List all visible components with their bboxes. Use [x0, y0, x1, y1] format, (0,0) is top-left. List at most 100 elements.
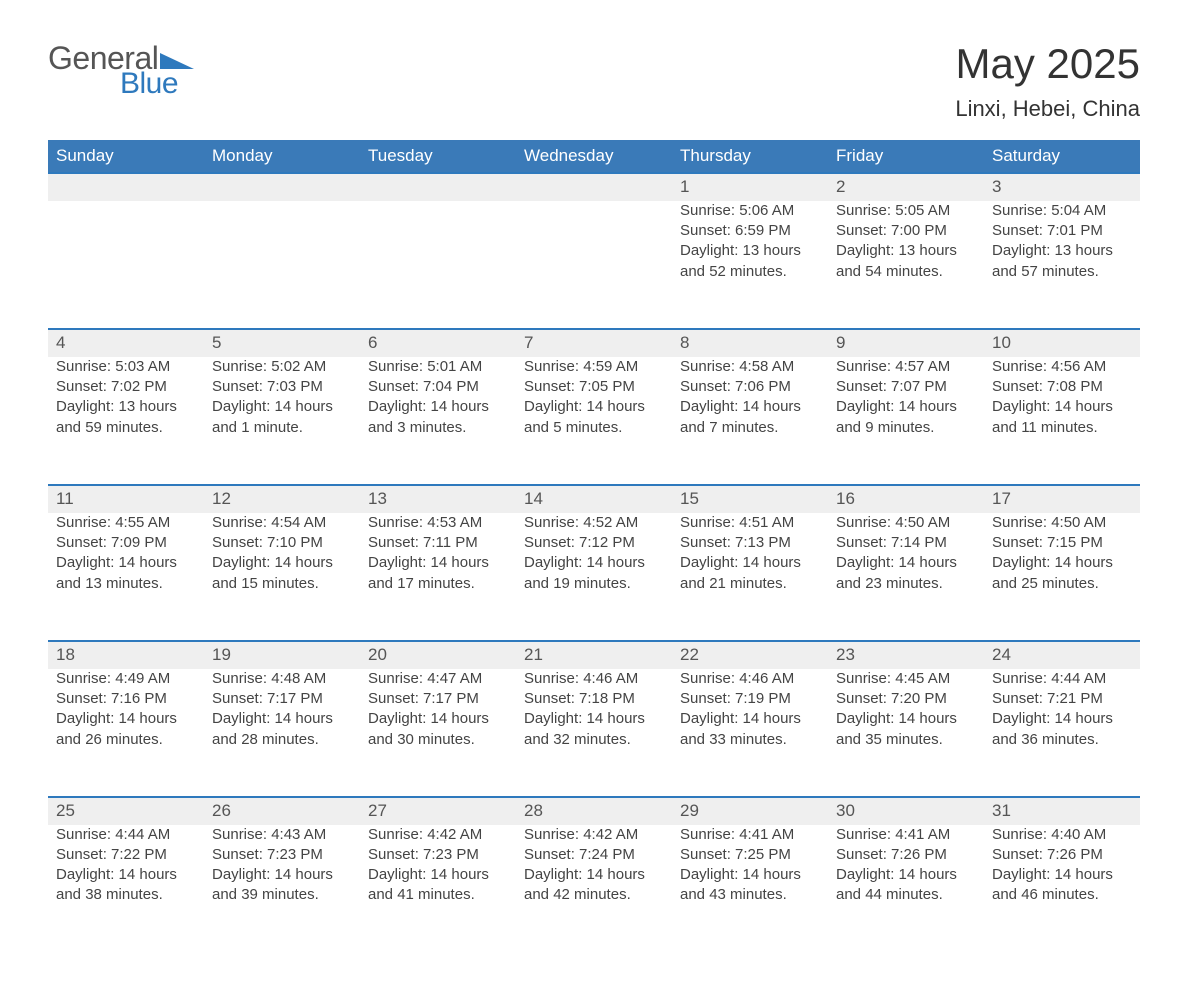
- daylight-value: Daylight: 14 hours and 11 minutes.: [992, 397, 1132, 438]
- sunset-value: Sunset: 7:24 PM: [524, 845, 664, 865]
- day-detail-row: Sunrise: 5:06 AMSunset: 6:59 PMDaylight:…: [48, 201, 1140, 329]
- empty-cell: [516, 173, 672, 201]
- day-number-row: 123: [48, 173, 1140, 201]
- daylight-value: Daylight: 14 hours and 9 minutes.: [836, 397, 976, 438]
- day-detail-cell: Sunrise: 5:03 AMSunset: 7:02 PMDaylight:…: [48, 357, 204, 485]
- day-number-cell: 26: [204, 797, 360, 825]
- day-number-row: 11121314151617: [48, 485, 1140, 513]
- empty-cell: [204, 173, 360, 201]
- day-detail-cell: Sunrise: 4:46 AMSunset: 7:18 PMDaylight:…: [516, 669, 672, 797]
- daylight-value: Daylight: 14 hours and 41 minutes.: [368, 865, 508, 906]
- title-block: May 2025 Linxi, Hebei, China: [955, 40, 1140, 122]
- day-number-cell: 27: [360, 797, 516, 825]
- sunset-value: Sunset: 7:11 PM: [368, 533, 508, 553]
- daylight-value: Daylight: 14 hours and 38 minutes.: [56, 865, 196, 906]
- sunset-value: Sunset: 7:02 PM: [56, 377, 196, 397]
- daylight-value: Daylight: 13 hours and 59 minutes.: [56, 397, 196, 438]
- daylight-value: Daylight: 14 hours and 35 minutes.: [836, 709, 976, 750]
- sunset-value: Sunset: 7:17 PM: [368, 689, 508, 709]
- day-number-cell: 22: [672, 641, 828, 669]
- sunrise-value: Sunrise: 5:01 AM: [368, 357, 508, 377]
- sunset-value: Sunset: 7:07 PM: [836, 377, 976, 397]
- sunset-value: Sunset: 7:04 PM: [368, 377, 508, 397]
- sunrise-value: Sunrise: 4:52 AM: [524, 513, 664, 533]
- sunset-value: Sunset: 7:10 PM: [212, 533, 352, 553]
- daylight-value: Daylight: 14 hours and 42 minutes.: [524, 865, 664, 906]
- location-subtitle: Linxi, Hebei, China: [955, 96, 1140, 122]
- sunrise-value: Sunrise: 4:41 AM: [836, 825, 976, 845]
- day-detail-row: Sunrise: 5:03 AMSunset: 7:02 PMDaylight:…: [48, 357, 1140, 485]
- day-detail-cell: Sunrise: 5:05 AMSunset: 7:00 PMDaylight:…: [828, 201, 984, 329]
- daylight-value: Daylight: 14 hours and 13 minutes.: [56, 553, 196, 594]
- day-number-cell: 28: [516, 797, 672, 825]
- sunrise-value: Sunrise: 4:40 AM: [992, 825, 1132, 845]
- sunrise-value: Sunrise: 4:50 AM: [836, 513, 976, 533]
- day-detail-cell: Sunrise: 5:01 AMSunset: 7:04 PMDaylight:…: [360, 357, 516, 485]
- empty-cell: [516, 201, 672, 329]
- sunset-value: Sunset: 7:01 PM: [992, 221, 1132, 241]
- sunset-value: Sunset: 7:05 PM: [524, 377, 664, 397]
- day-detail-cell: Sunrise: 4:40 AMSunset: 7:26 PMDaylight:…: [984, 825, 1140, 953]
- day-detail-cell: Sunrise: 4:41 AMSunset: 7:25 PMDaylight:…: [672, 825, 828, 953]
- day-header: Sunday: [48, 140, 204, 173]
- daylight-value: Daylight: 14 hours and 15 minutes.: [212, 553, 352, 594]
- day-detail-cell: Sunrise: 5:06 AMSunset: 6:59 PMDaylight:…: [672, 201, 828, 329]
- sunset-value: Sunset: 7:21 PM: [992, 689, 1132, 709]
- day-detail-cell: Sunrise: 4:42 AMSunset: 7:24 PMDaylight:…: [516, 825, 672, 953]
- day-detail-cell: Sunrise: 4:48 AMSunset: 7:17 PMDaylight:…: [204, 669, 360, 797]
- daylight-value: Daylight: 14 hours and 33 minutes.: [680, 709, 820, 750]
- day-header: Monday: [204, 140, 360, 173]
- sunrise-value: Sunrise: 4:46 AM: [680, 669, 820, 689]
- daylight-value: Daylight: 14 hours and 25 minutes.: [992, 553, 1132, 594]
- day-header: Thursday: [672, 140, 828, 173]
- brand-logo: General Blue: [48, 40, 194, 101]
- day-detail-row: Sunrise: 4:49 AMSunset: 7:16 PMDaylight:…: [48, 669, 1140, 797]
- sunrise-value: Sunrise: 4:59 AM: [524, 357, 664, 377]
- day-header-row: Sunday Monday Tuesday Wednesday Thursday…: [48, 140, 1140, 173]
- day-detail-cell: Sunrise: 4:56 AMSunset: 7:08 PMDaylight:…: [984, 357, 1140, 485]
- day-detail-cell: Sunrise: 4:44 AMSunset: 7:21 PMDaylight:…: [984, 669, 1140, 797]
- sunset-value: Sunset: 7:08 PM: [992, 377, 1132, 397]
- day-header: Friday: [828, 140, 984, 173]
- sunrise-value: Sunrise: 4:51 AM: [680, 513, 820, 533]
- day-number-cell: 7: [516, 329, 672, 357]
- sunrise-value: Sunrise: 4:55 AM: [56, 513, 196, 533]
- sunrise-value: Sunrise: 5:05 AM: [836, 201, 976, 221]
- empty-cell: [48, 201, 204, 329]
- day-detail-cell: Sunrise: 4:59 AMSunset: 7:05 PMDaylight:…: [516, 357, 672, 485]
- calendar-table: Sunday Monday Tuesday Wednesday Thursday…: [48, 140, 1140, 953]
- daylight-value: Daylight: 13 hours and 52 minutes.: [680, 241, 820, 282]
- daylight-value: Daylight: 13 hours and 57 minutes.: [992, 241, 1132, 282]
- sunset-value: Sunset: 7:16 PM: [56, 689, 196, 709]
- day-detail-cell: Sunrise: 4:57 AMSunset: 7:07 PMDaylight:…: [828, 357, 984, 485]
- daylight-value: Daylight: 14 hours and 1 minute.: [212, 397, 352, 438]
- empty-cell: [360, 173, 516, 201]
- sunset-value: Sunset: 7:26 PM: [836, 845, 976, 865]
- day-detail-cell: Sunrise: 4:55 AMSunset: 7:09 PMDaylight:…: [48, 513, 204, 641]
- daylight-value: Daylight: 14 hours and 5 minutes.: [524, 397, 664, 438]
- brand-word2: Blue: [120, 67, 178, 101]
- day-number-cell: 1: [672, 173, 828, 201]
- sunrise-value: Sunrise: 4:45 AM: [836, 669, 976, 689]
- day-number-cell: 4: [48, 329, 204, 357]
- sunrise-value: Sunrise: 4:42 AM: [368, 825, 508, 845]
- day-detail-cell: Sunrise: 4:54 AMSunset: 7:10 PMDaylight:…: [204, 513, 360, 641]
- sunset-value: Sunset: 7:06 PM: [680, 377, 820, 397]
- sunrise-value: Sunrise: 4:50 AM: [992, 513, 1132, 533]
- day-number-cell: 3: [984, 173, 1140, 201]
- day-number-cell: 19: [204, 641, 360, 669]
- day-number-cell: 13: [360, 485, 516, 513]
- sunset-value: Sunset: 7:25 PM: [680, 845, 820, 865]
- day-number-cell: 24: [984, 641, 1140, 669]
- daylight-value: Daylight: 14 hours and 30 minutes.: [368, 709, 508, 750]
- daylight-value: Daylight: 14 hours and 23 minutes.: [836, 553, 976, 594]
- day-number-cell: 29: [672, 797, 828, 825]
- day-number-cell: 18: [48, 641, 204, 669]
- day-detail-cell: Sunrise: 4:41 AMSunset: 7:26 PMDaylight:…: [828, 825, 984, 953]
- day-detail-cell: Sunrise: 4:44 AMSunset: 7:22 PMDaylight:…: [48, 825, 204, 953]
- day-number-cell: 14: [516, 485, 672, 513]
- day-detail-cell: Sunrise: 4:51 AMSunset: 7:13 PMDaylight:…: [672, 513, 828, 641]
- day-detail-cell: Sunrise: 4:43 AMSunset: 7:23 PMDaylight:…: [204, 825, 360, 953]
- empty-cell: [48, 173, 204, 201]
- day-detail-cell: Sunrise: 4:46 AMSunset: 7:19 PMDaylight:…: [672, 669, 828, 797]
